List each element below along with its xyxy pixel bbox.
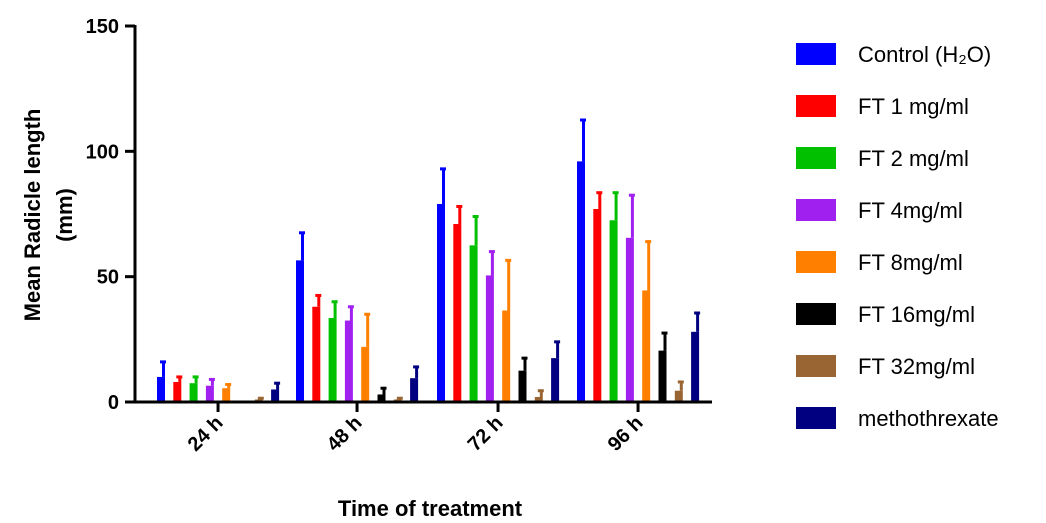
bar-2-1 <box>453 224 462 402</box>
bar-1-4 <box>361 346 370 402</box>
x-tick-label-2: 72 h <box>464 412 508 456</box>
x-tick-label-3: 96 h <box>604 412 648 456</box>
legend-swatch-3 <box>796 199 836 221</box>
bar-1-0 <box>296 260 304 402</box>
bar-2-5 <box>518 370 527 402</box>
y-tick-label-1: 50 <box>97 267 119 289</box>
legend-label-2: FT 2 mg/ml <box>858 146 969 171</box>
legend-label-5: FT 16mg/ml <box>858 302 975 327</box>
y-tick-label-2: 100 <box>86 141 119 163</box>
bar-0-4 <box>222 388 231 402</box>
x-tick-label-1: 48 h <box>323 412 367 456</box>
bar-2-6 <box>534 396 543 402</box>
bar-3-1 <box>593 208 602 402</box>
legend-label-7: methothrexate <box>858 406 999 431</box>
legend-swatch-7 <box>796 407 836 429</box>
bar-1-5 <box>377 394 386 402</box>
bar-3-5 <box>658 350 667 402</box>
legend-swatch-6 <box>796 355 836 377</box>
bar-3-2 <box>609 220 618 402</box>
legend-label-4: FT 8mg/ml <box>858 250 963 275</box>
bar-3-3 <box>625 237 634 402</box>
legend-swatch-4 <box>796 251 836 273</box>
legend-label-1: FT 1 mg/ml <box>858 94 969 119</box>
bar-1-2 <box>328 318 337 402</box>
axes-group: 0 50 100 150 24 h 48 h 72 h 96 h Time of treatme… <box>20 16 712 521</box>
y-tick-label-0: 0 <box>108 392 119 414</box>
bars-group <box>157 118 701 402</box>
legend-label-0: Control (H₂O) <box>858 42 991 67</box>
bar-2-0 <box>437 203 445 402</box>
bar-0-2 <box>189 383 198 402</box>
bar-2-2 <box>469 245 478 402</box>
legend: Control (H₂O) FT 1 mg/ml FT 2 mg/ml FT 4mg/… <box>796 42 999 431</box>
bar-0-1 <box>173 381 182 402</box>
bar-2-3 <box>485 275 494 402</box>
x-tick-label-0: 24 h <box>184 412 228 456</box>
y-axis-title-line1: Mean Radicle length <box>20 109 45 322</box>
bar-3-7 <box>691 331 700 402</box>
x-axis-title: Time of treatment <box>338 496 523 521</box>
y-axis-title-line2: (mm) <box>52 188 77 242</box>
legend-swatch-1 <box>796 95 836 117</box>
bar-3-6 <box>674 390 683 402</box>
bar-0-0 <box>157 376 165 402</box>
bar-0-3 <box>205 385 214 402</box>
y-axis-title: Mean Radicle length (mm) <box>20 109 77 322</box>
bar-3-0 <box>577 161 585 402</box>
legend-swatch-2 <box>796 147 836 169</box>
bar-0-7 <box>271 389 280 402</box>
bar-1-7 <box>410 378 419 402</box>
bar-3-4 <box>642 290 651 402</box>
legend-swatch-0 <box>796 43 836 65</box>
legend-label-6: FT 32mg/ml <box>858 354 975 379</box>
bar-1-1 <box>312 306 321 402</box>
legend-swatch-5 <box>796 303 836 325</box>
bar-2-4 <box>502 310 511 402</box>
bar-1-3 <box>344 320 353 402</box>
y-tick-label-3: 150 <box>86 16 119 38</box>
bar-2-7 <box>551 358 560 402</box>
legend-label-3: FT 4mg/ml <box>858 198 963 223</box>
